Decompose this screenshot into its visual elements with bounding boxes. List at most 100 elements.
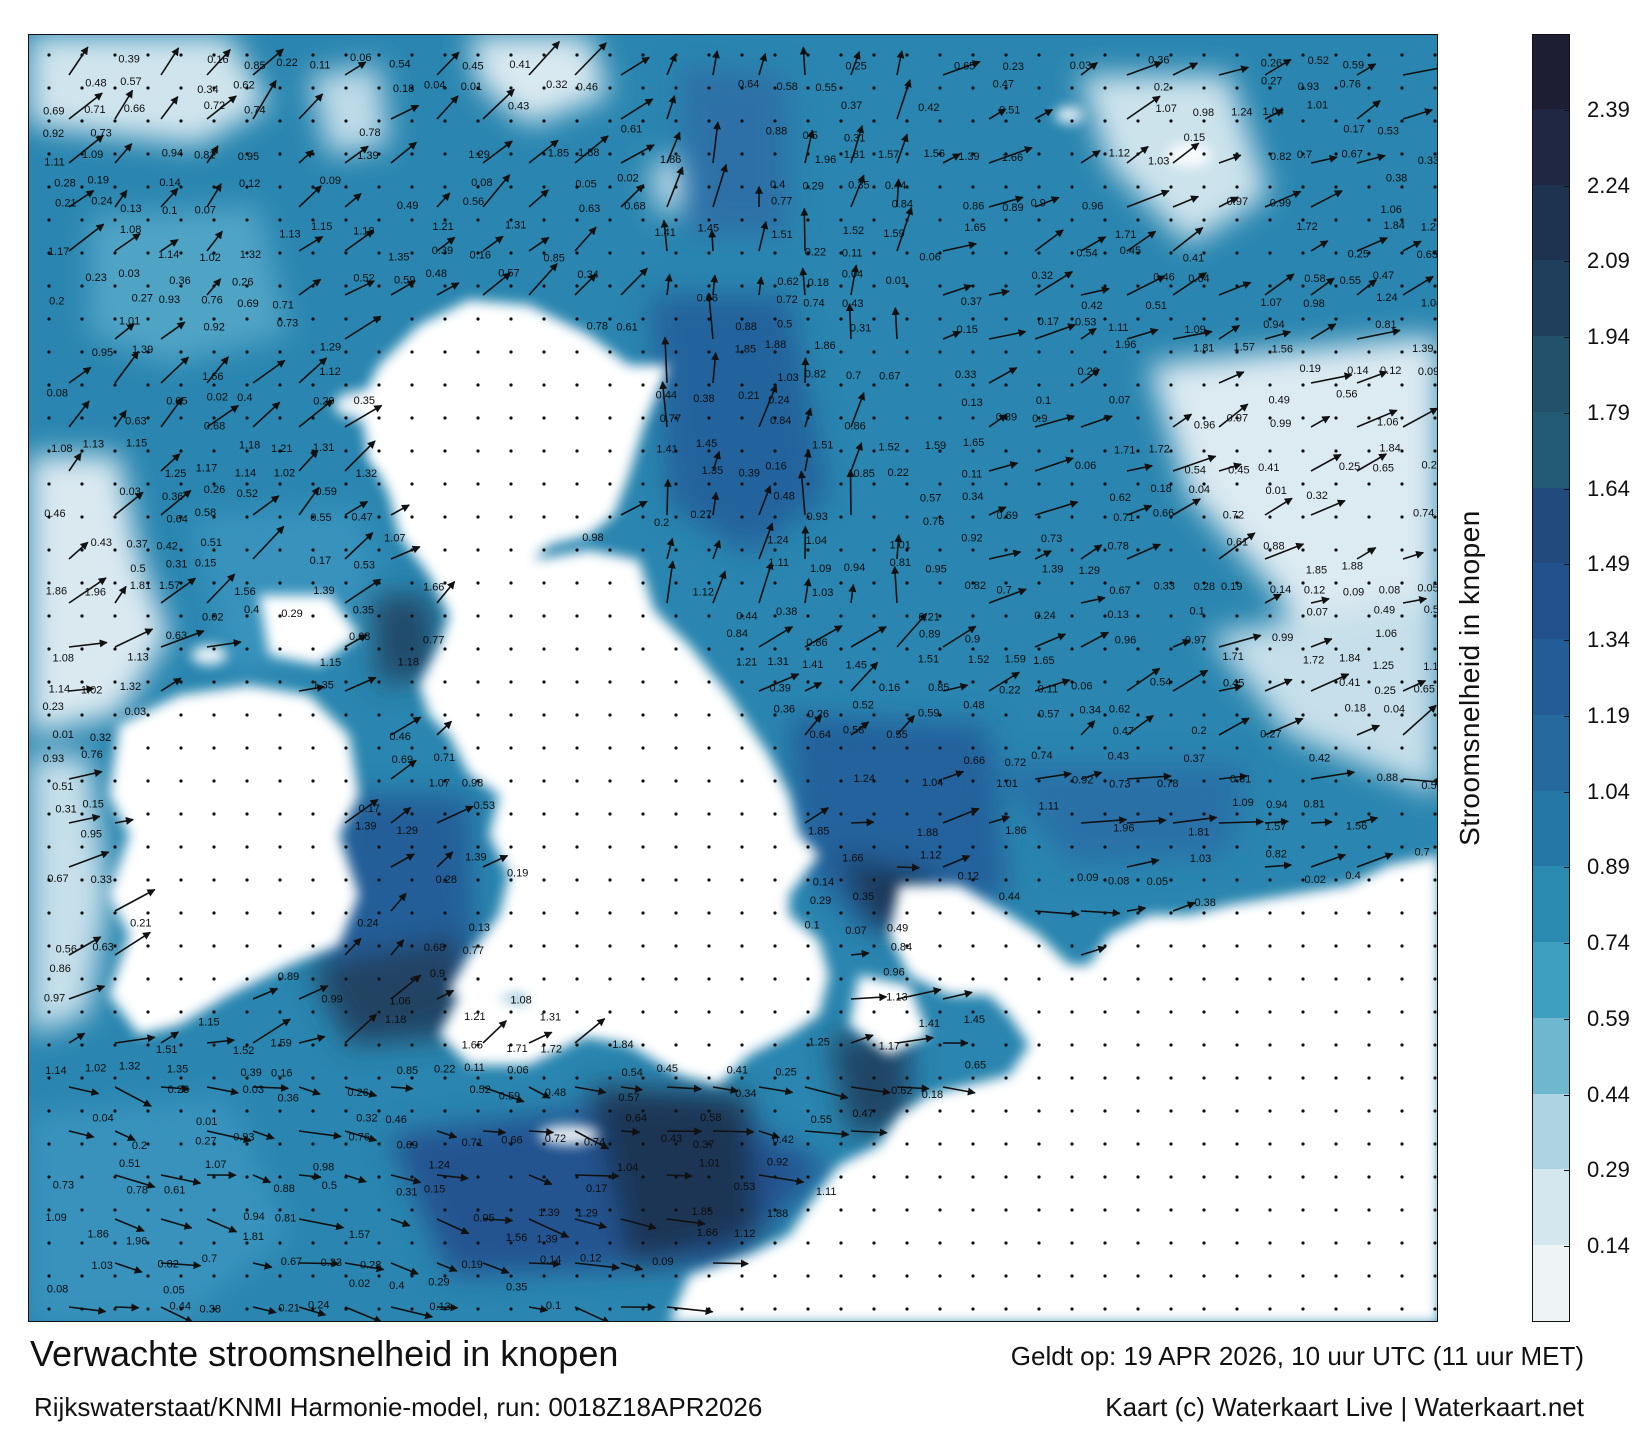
- grid-dot: [212, 845, 216, 849]
- current-arrow: [390, 141, 418, 164]
- current-arrow: [574, 1171, 620, 1180]
- grid-dot: [1004, 53, 1008, 57]
- grid-dot: [410, 911, 414, 915]
- grid-dot: [542, 878, 546, 882]
- speed-label: 0.17: [1038, 316, 1059, 328]
- coastal-islands: [191, 107, 1211, 1145]
- grid-dot: [410, 1175, 414, 1179]
- current-arrow: [344, 404, 383, 428]
- grid-dot: [872, 1307, 876, 1311]
- current-arrow: [1080, 286, 1110, 296]
- speed-label: 0.16: [879, 682, 900, 694]
- grid-dot: [245, 1010, 249, 1014]
- grid-dot: [674, 581, 678, 585]
- grid-dot: [344, 482, 348, 486]
- current-arrow: [1080, 595, 1106, 604]
- speed-label: 0.99: [1270, 418, 1291, 430]
- speed-label: 0.7: [1297, 149, 1312, 161]
- grid-dot: [575, 878, 579, 882]
- grid-dot: [1400, 350, 1404, 354]
- grid-dot: [608, 680, 612, 684]
- grid-dot: [179, 680, 183, 684]
- current-arrow: [68, 685, 95, 694]
- grid-dot: [1334, 53, 1338, 57]
- speed-label: 1.84: [612, 1039, 633, 1051]
- speed-label: 0.38: [776, 606, 797, 618]
- grid-dot: [674, 944, 678, 948]
- grid-dot: [1136, 416, 1140, 420]
- current-arrow: [666, 560, 676, 604]
- grid-dot: [509, 746, 513, 750]
- grid-dot: [1202, 482, 1206, 486]
- grid-dot: [47, 1142, 51, 1146]
- grid-dot: [641, 911, 645, 915]
- grid-dot: [113, 746, 117, 750]
- grid-dot: [179, 416, 183, 420]
- speed-label: 1.71: [1114, 445, 1135, 457]
- speed-label: 0.15: [1184, 132, 1205, 144]
- speed-label: 0.88: [735, 321, 756, 333]
- grid-dot: [1070, 152, 1074, 156]
- current-arrow: [252, 1130, 275, 1140]
- current-arrow: [758, 1130, 781, 1140]
- grid-dot: [1367, 1175, 1371, 1179]
- grid-dot: [476, 1208, 480, 1212]
- speed-label: 0.82: [965, 580, 986, 592]
- grid-dot: [707, 1274, 711, 1278]
- grid-dot: [47, 845, 51, 849]
- speed-label: 0.35: [353, 604, 374, 616]
- grid-dot: [1037, 713, 1041, 717]
- grid-dot: [839, 449, 843, 453]
- grid-dot: [443, 152, 447, 156]
- speed-label: 0.01: [461, 81, 482, 93]
- grid-dot: [509, 251, 513, 255]
- grid-dot: [476, 1274, 480, 1278]
- grid-dot: [377, 746, 381, 750]
- grid-dot: [311, 152, 315, 156]
- grid-dot: [1070, 185, 1074, 189]
- grid-dot: [476, 152, 480, 156]
- grid-dot: [1070, 1307, 1074, 1311]
- grid-dot: [1268, 383, 1272, 387]
- grid-dot: [1334, 878, 1338, 882]
- grid-dot: [146, 383, 150, 387]
- speed-label: 0.68: [424, 942, 445, 954]
- grid-dot: [113, 1010, 117, 1014]
- current-arrow: [1034, 229, 1064, 252]
- speed-label: 1.12: [734, 1228, 755, 1240]
- current-arrow: [436, 805, 474, 824]
- grid-dot: [707, 515, 711, 519]
- grid-dot: [1433, 1307, 1437, 1311]
- speed-label: 1.56: [1346, 821, 1367, 833]
- speed-label: 0.22: [276, 57, 297, 69]
- grid-dot: [1334, 1076, 1338, 1080]
- current-arrow: [68, 1306, 107, 1315]
- speed-label: 0.2: [1154, 82, 1169, 94]
- speed-label: 0.66: [697, 292, 718, 304]
- grid-dot: [344, 581, 348, 585]
- speed-label: 0.65: [1414, 683, 1435, 695]
- grid-dot: [1037, 647, 1041, 651]
- grid-dot: [1004, 185, 1008, 189]
- grid-dot: [938, 614, 942, 618]
- land-continent: [669, 855, 1437, 1321]
- grid-dot: [1367, 383, 1371, 387]
- grid-dot: [740, 317, 744, 321]
- speed-label: 0.85: [853, 468, 874, 480]
- speed-label: 0.57: [120, 76, 141, 88]
- speed-label: 0.66: [1153, 508, 1174, 520]
- grid-dot: [806, 383, 810, 387]
- speed-label: 1.04: [806, 535, 827, 547]
- grid-dot: [146, 185, 150, 189]
- colorbar-tick: [1564, 488, 1570, 490]
- grid-dot: [311, 1274, 315, 1278]
- grid-dot: [938, 1142, 942, 1146]
- grid-dot: [410, 86, 414, 90]
- grid-dot: [377, 218, 381, 222]
- current-arrow: [804, 1086, 849, 1101]
- speed-label: 0.89: [996, 411, 1017, 423]
- grid-dot: [377, 416, 381, 420]
- grid-dot: [410, 350, 414, 354]
- grid-dot: [245, 647, 249, 651]
- grid-dot: [1334, 1307, 1338, 1311]
